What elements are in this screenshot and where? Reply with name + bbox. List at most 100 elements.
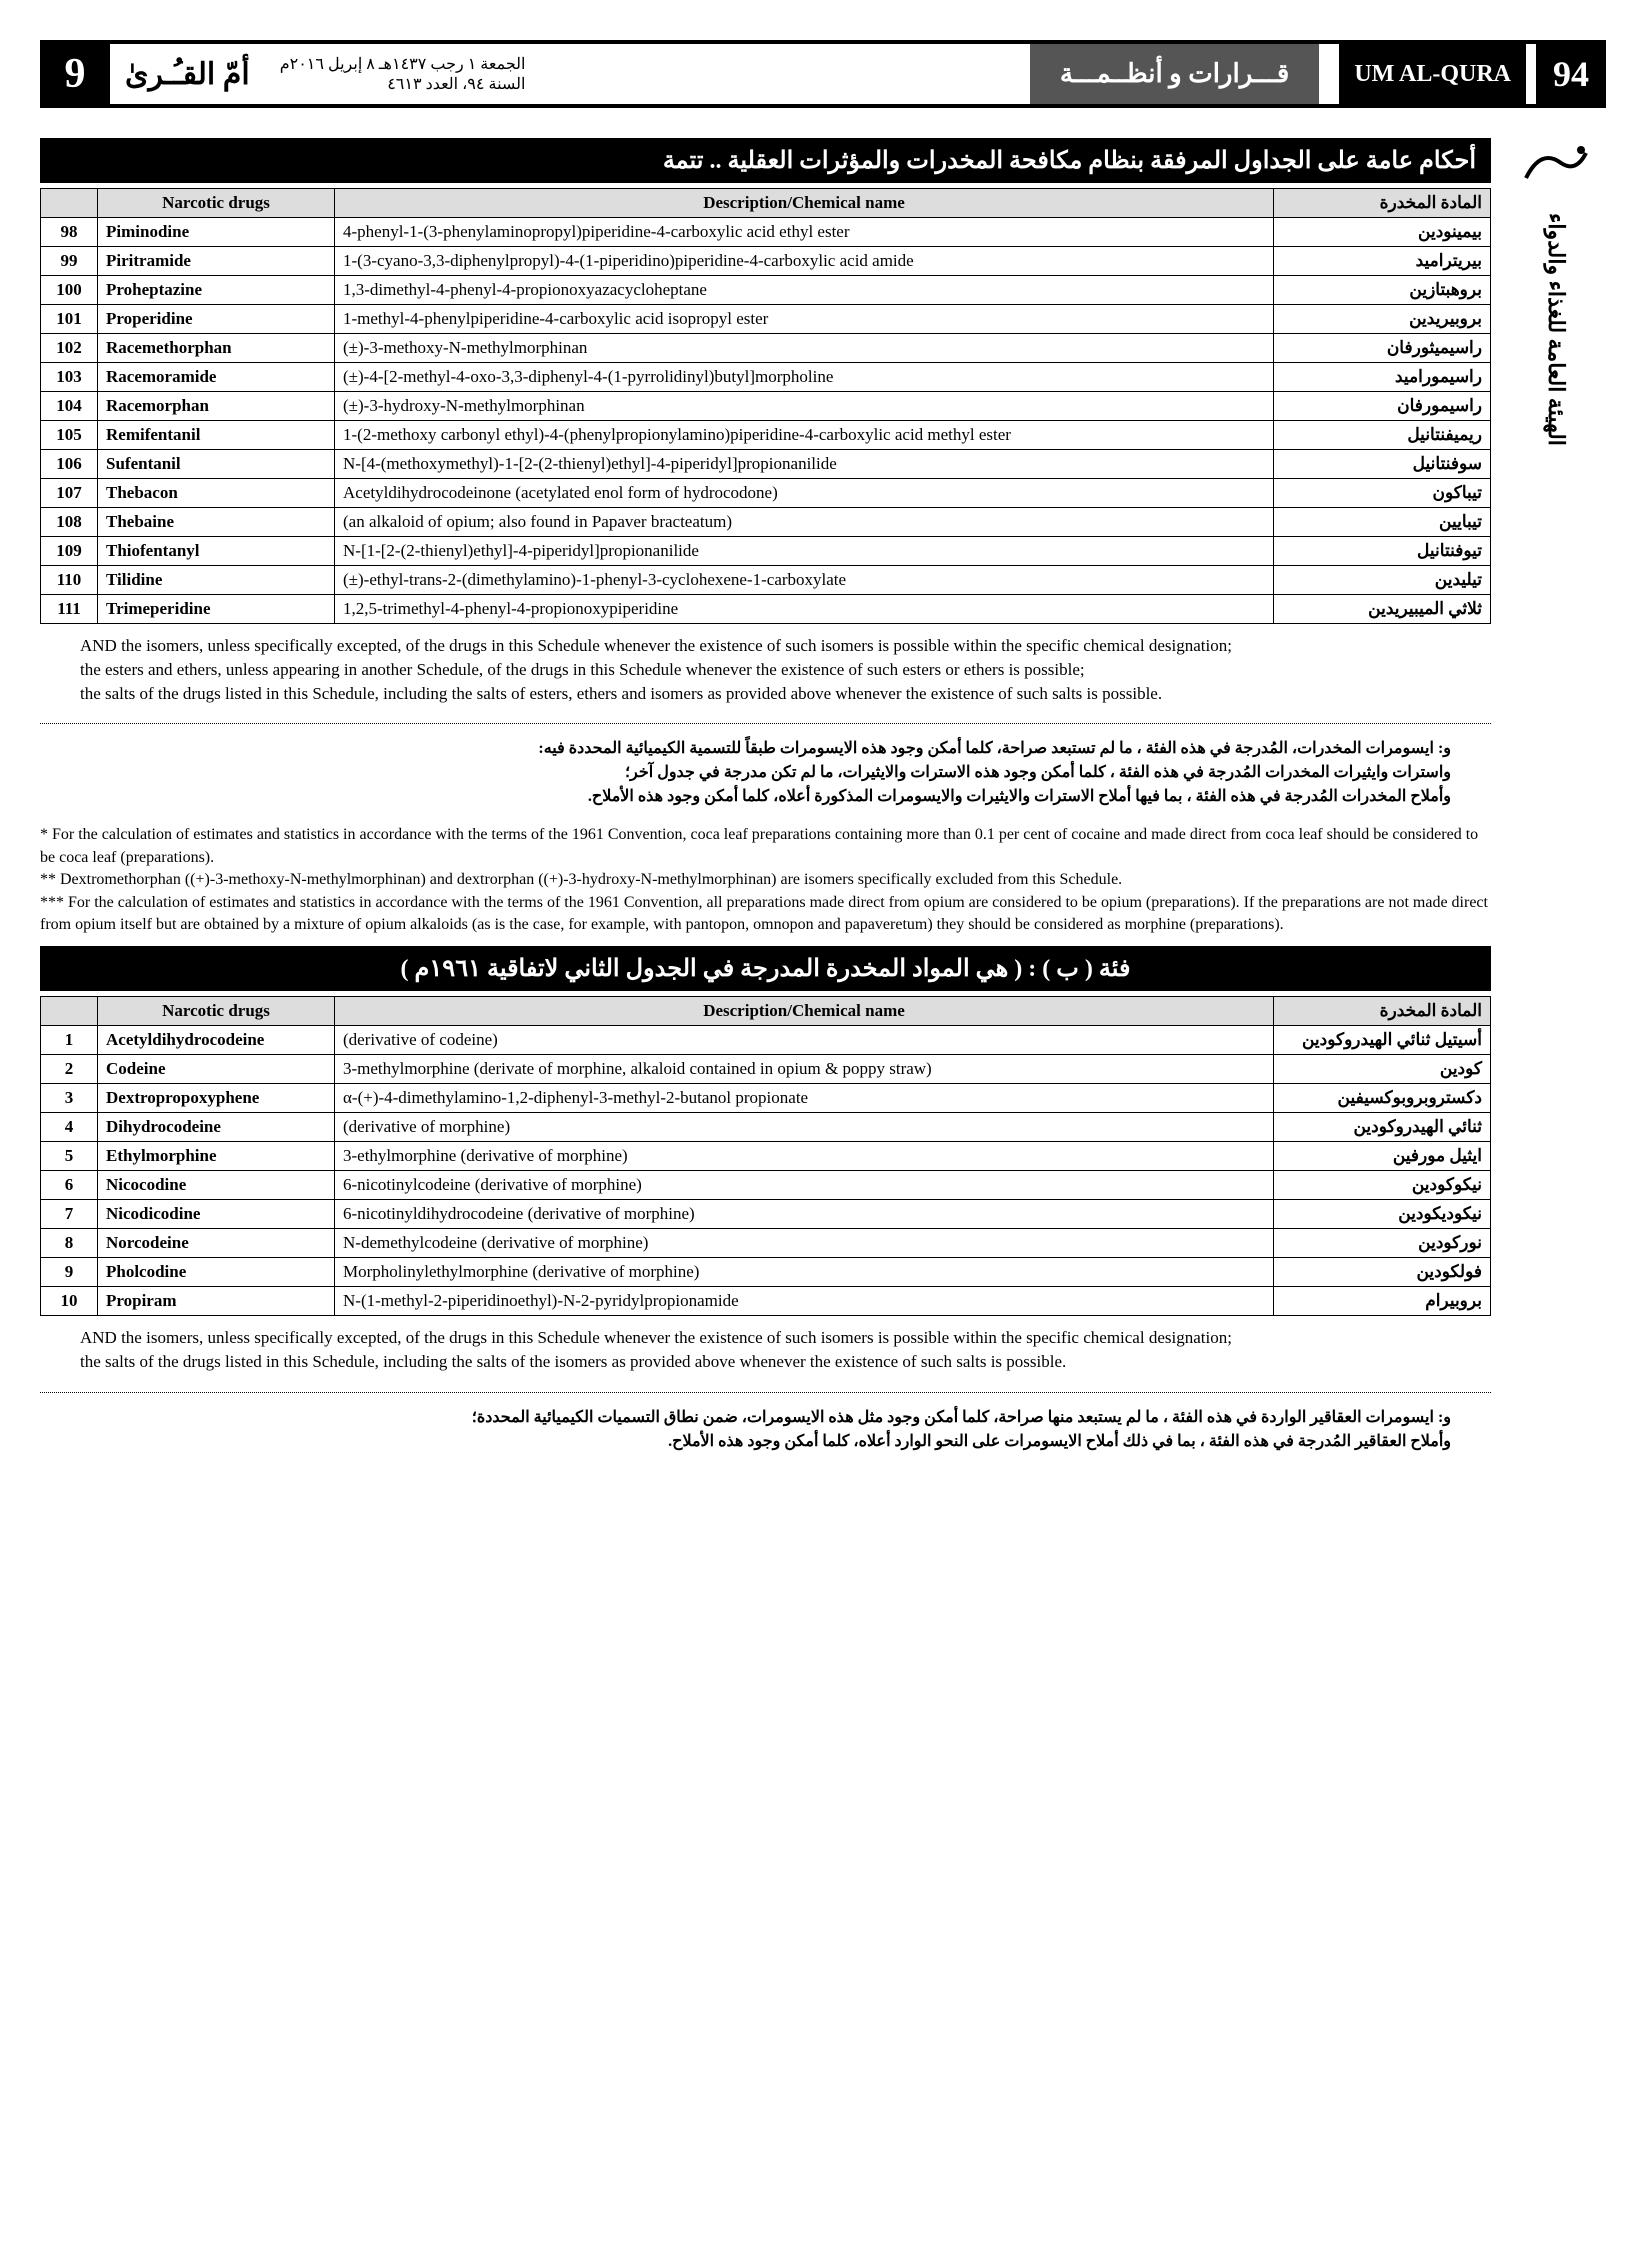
note-line: AND the isomers, unless specifically exc… <box>80 1326 1451 1350</box>
table-row: 104Racemorphan(±)-3-hydroxy-N-methylmorp… <box>41 392 1491 421</box>
note-line: واسترات وايثيرات المخدرات المُدرجة في هذ… <box>80 761 1451 785</box>
brand-english: UM AL-QURA <box>1339 44 1526 104</box>
table-row: 103Racemoramide(±)-4-[2-methyl-4-oxo-3,3… <box>41 363 1491 392</box>
table-cell: (±)-3-methoxy-N-methylmorphinan <box>335 334 1274 363</box>
side-vertical-text: الهيئة العامة للغذاء والدواء <box>1543 213 1569 446</box>
table-cell: بروهبتازين <box>1274 276 1491 305</box>
table-cell: Nicocodine <box>98 1171 335 1200</box>
table-row: 111Trimeperidine1,2,5-trimethyl-4-phenyl… <box>41 595 1491 624</box>
table-cell: N-[4-(methoxymethyl)-1-[2-(2-thienyl)eth… <box>335 450 1274 479</box>
table-cell: 108 <box>41 508 98 537</box>
table-cell: Trimeperidine <box>98 595 335 624</box>
table-cell: N-demethylcodeine (derivative of morphin… <box>335 1229 1274 1258</box>
note-block-2-ar: و: ايسومرات العقاقير الواردة في هذه الفئ… <box>40 1401 1491 1459</box>
table-cell: Remifentanil <box>98 421 335 450</box>
table-cell: 106 <box>41 450 98 479</box>
table-cell: (±)-ethyl-trans-2-(dimethylamino)-1-phen… <box>335 566 1274 595</box>
divider <box>40 1392 1491 1393</box>
table-cell: N-[1-[2-(2-thienyl)ethyl]-4-piperidyl]pr… <box>335 537 1274 566</box>
table-header-row: Narcotic drugs Description/Chemical name… <box>41 997 1491 1026</box>
table-row: 102Racemethorphan(±)-3-methoxy-N-methylm… <box>41 334 1491 363</box>
th-drug: Narcotic drugs <box>98 997 335 1026</box>
table-cell: 100 <box>41 276 98 305</box>
table-cell: Racemoramide <box>98 363 335 392</box>
table-cell: سوفنتانيل <box>1274 450 1491 479</box>
table-cell: 110 <box>41 566 98 595</box>
table-cell: 3-methylmorphine (derivate of morphine, … <box>335 1055 1274 1084</box>
table-row: 8NorcodeineN-demethylcodeine (derivative… <box>41 1229 1491 1258</box>
note-line: و: ايسومرات العقاقير الواردة في هذه الفئ… <box>80 1406 1451 1430</box>
table-cell: تيليدين <box>1274 566 1491 595</box>
note-line: AND the isomers, unless specifically exc… <box>80 634 1451 658</box>
table-row: 2Codeine3-methylmorphine (derivate of mo… <box>41 1055 1491 1084</box>
sfda-logo-icon <box>1521 138 1591 188</box>
table-cell: فولكودين <box>1274 1258 1491 1287</box>
note-line: *** For the calculation of estimates and… <box>40 892 1491 937</box>
table-cell: 103 <box>41 363 98 392</box>
table-cell: 6-nicotinylcodeine (derivative of morphi… <box>335 1171 1274 1200</box>
table-cell: Thebaine <box>98 508 335 537</box>
table-row: 5Ethylmorphine3-ethylmorphine (derivativ… <box>41 1142 1491 1171</box>
table-cell: Proheptazine <box>98 276 335 305</box>
note-line: وأملاح العقاقير المُدرجة في هذه الفئة ، … <box>80 1430 1451 1454</box>
section-banner-2: فئة ( ب ) : ( هي المواد المخدرة المدرجة … <box>40 946 1491 991</box>
table-row: 10PropiramN-(1-methyl-2-piperidinoethyl)… <box>41 1287 1491 1316</box>
table-cell: بيمينودين <box>1274 218 1491 247</box>
table-row: 108Thebaine(an alkaloid of opium; also f… <box>41 508 1491 537</box>
table-cell: 10 <box>41 1287 98 1316</box>
note-line: the salts of the drugs listed in this Sc… <box>80 682 1451 706</box>
table-cell: ريميفنتانيل <box>1274 421 1491 450</box>
th-desc: Description/Chemical name <box>335 997 1274 1026</box>
note-line: وأملاح المخدرات المُدرجة في هذه الفئة ، … <box>80 785 1451 809</box>
table-cell: تيبايين <box>1274 508 1491 537</box>
narcotics-table-1: Narcotic drugs Description/Chemical name… <box>40 188 1491 624</box>
table-cell: 1,3-dimethyl-4-phenyl-4-propionoxyazacyc… <box>335 276 1274 305</box>
table-cell: Piritramide <box>98 247 335 276</box>
table-cell: 9 <box>41 1258 98 1287</box>
table-cell: بروبيريدين <box>1274 305 1491 334</box>
table-row: 106SufentanilN-[4-(methoxymethyl)-1-[2-(… <box>41 450 1491 479</box>
th-num <box>41 997 98 1026</box>
table-cell: Racemethorphan <box>98 334 335 363</box>
note-block-1-en: AND the isomers, unless specifically exc… <box>40 624 1491 715</box>
table-cell: Codeine <box>98 1055 335 1084</box>
table-cell: 5 <box>41 1142 98 1171</box>
table-cell: 6-nicotinyldihydrocodeine (derivative of… <box>335 1200 1274 1229</box>
divider <box>40 723 1491 724</box>
table-row: 9PholcodineMorpholinylethylmorphine (der… <box>41 1258 1491 1287</box>
table-cell: 3-ethylmorphine (derivative of morphine) <box>335 1142 1274 1171</box>
table-cell: تيوفنتانيل <box>1274 537 1491 566</box>
table-cell: Piminodine <box>98 218 335 247</box>
table-cell: Norcodeine <box>98 1229 335 1258</box>
table-cell: بروبيرام <box>1274 1287 1491 1316</box>
table-cell: 1 <box>41 1026 98 1055</box>
note-line: * For the calculation of estimates and s… <box>40 824 1491 869</box>
section-banner-1: أحكام عامة على الجداول المرفقة بنظام مكا… <box>40 138 1491 183</box>
table-cell: 109 <box>41 537 98 566</box>
th-num <box>41 189 98 218</box>
table-cell: راسيميثورفان <box>1274 334 1491 363</box>
table-cell: 2 <box>41 1055 98 1084</box>
date-block: الجمعة ١ رجب ١٤٣٧هـ ٨ إبريل ٢٠١٦م السنة … <box>265 44 541 104</box>
table-cell: 8 <box>41 1229 98 1258</box>
table-cell: Nicodicodine <box>98 1200 335 1229</box>
table-cell: 1-(2-methoxy carbonyl ethyl)-4-(phenylpr… <box>335 421 1274 450</box>
table-cell: Dextropropoxyphene <box>98 1084 335 1113</box>
brand-arabic: أمّ القـُـرىٰ <box>110 44 265 104</box>
note-line: the salts of the drugs listed in this Sc… <box>80 1350 1451 1374</box>
table-cell: Propiram <box>98 1287 335 1316</box>
table-cell: 6 <box>41 1171 98 1200</box>
narcotics-table-2: Narcotic drugs Description/Chemical name… <box>40 996 1491 1316</box>
table-cell: 1-(3-cyano-3,3-diphenylpropyl)-4-(1-pipe… <box>335 247 1274 276</box>
table-cell: 3 <box>41 1084 98 1113</box>
date-line-2: السنة ٩٤، العدد ٤٦١٣ <box>280 74 526 94</box>
table-cell: 104 <box>41 392 98 421</box>
note-line: و: ايسومرات المخدرات، المُدرجة في هذه ال… <box>80 737 1451 761</box>
note-block-2-en: AND the isomers, unless specifically exc… <box>40 1316 1491 1384</box>
table-row: 101Properidine1-methyl-4-phenylpiperidin… <box>41 305 1491 334</box>
th-drug: Narcotic drugs <box>98 189 335 218</box>
th-desc: Description/Chemical name <box>335 189 1274 218</box>
table-cell: 111 <box>41 595 98 624</box>
table-row: 105Remifentanil1-(2-methoxy carbonyl eth… <box>41 421 1491 450</box>
table-cell: بيريتراميد <box>1274 247 1491 276</box>
